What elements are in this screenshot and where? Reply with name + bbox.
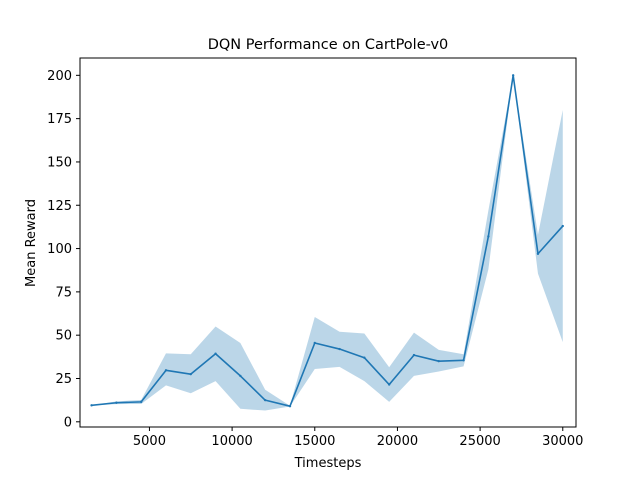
- data-point-0-18: [536, 252, 540, 255]
- data-point-0-1: [115, 401, 118, 404]
- data-point-0-13: [412, 353, 416, 357]
- y-tick-label: 75: [55, 285, 72, 300]
- y-axis-ticks: 0 25 50 75 100 125 150 175 200: [47, 69, 80, 430]
- x-tick-label: 5000: [133, 434, 166, 449]
- data-point-0-6: [239, 374, 242, 378]
- y-axis-label: Mean Reward: [24, 199, 39, 287]
- data-point-0-2: [139, 400, 143, 404]
- y-tick-label: 175: [47, 112, 72, 127]
- data-point-0-16: [487, 235, 490, 238]
- y-tick-label: 200: [47, 69, 72, 84]
- x-tick-label: 20000: [377, 434, 418, 449]
- data-point-0-12: [387, 383, 391, 386]
- data-point-0-9: [313, 341, 316, 345]
- x-tick-label: 25000: [459, 434, 500, 449]
- data-point-0-0: [90, 404, 93, 407]
- confidence-band-layer: [91, 75, 563, 411]
- y-tick-label: 0: [64, 415, 72, 430]
- x-axis-ticks: 5000 10000 15000 20000 25000 30000: [133, 427, 583, 449]
- data-point-0-3: [164, 369, 168, 372]
- x-axis-label: Timesteps: [294, 456, 362, 471]
- y-tick-label: 50: [55, 329, 72, 344]
- chart-title: DQN Performance on CartPole-v0: [208, 37, 449, 53]
- data-point-0-8: [288, 405, 292, 408]
- y-tick-label: 25: [55, 372, 72, 387]
- data-point-0-11: [363, 356, 366, 359]
- data-point-0-7: [263, 398, 267, 402]
- series-line-layer: [90, 74, 564, 408]
- y-tick-label: 125: [47, 199, 72, 214]
- y-tick-label: 150: [47, 155, 72, 170]
- x-tick-label: 15000: [294, 434, 335, 449]
- data-point-0-19: [561, 224, 564, 228]
- y-tick-label: 100: [47, 242, 72, 257]
- data-point-0-17: [511, 74, 515, 77]
- x-tick-label: 10000: [211, 434, 252, 449]
- data-point-0-15: [462, 359, 465, 362]
- data-point-0-4: [189, 372, 192, 376]
- x-tick-label: 30000: [542, 434, 583, 449]
- data-point-0-5: [214, 352, 217, 355]
- data-point-0-10: [338, 347, 341, 351]
- plot-area-frame: [79, 57, 577, 428]
- confidence-band-0: [91, 75, 563, 411]
- data-point-0-14: [437, 359, 440, 363]
- series-line-0: [91, 74, 564, 408]
